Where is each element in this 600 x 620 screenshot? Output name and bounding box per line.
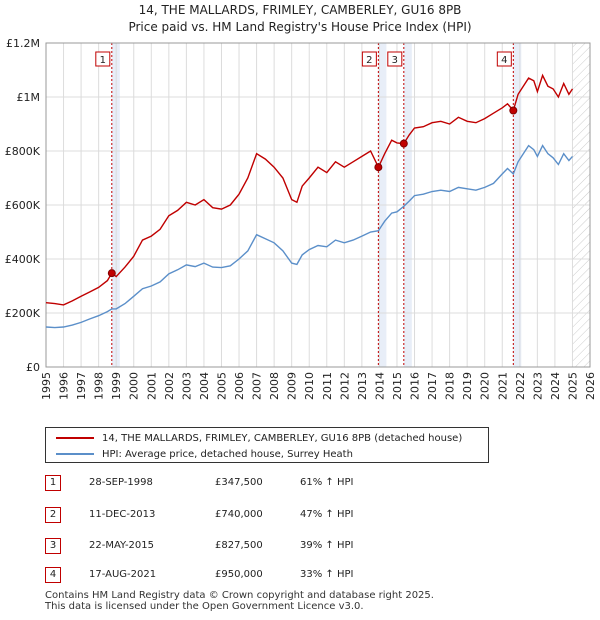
x-tick-label: 2001 <box>145 372 158 400</box>
x-tick-label: 2009 <box>286 372 299 400</box>
sale-label-box <box>387 51 403 67</box>
footer-attribution: Contains HM Land Registry data © Crown c… <box>45 590 434 612</box>
x-tick-label: 2008 <box>268 372 281 400</box>
sale-price: £950,000 <box>215 569 263 580</box>
sale-label-box <box>361 51 377 67</box>
y-tick-label: £800K <box>5 145 41 158</box>
sale-hpi-change: 47% ↑ HPI <box>300 509 354 520</box>
x-tick-label: 1998 <box>93 372 106 400</box>
sale-label-number: 4 <box>501 55 507 66</box>
x-tick-label: 2017 <box>426 372 439 400</box>
x-tick-label: 2013 <box>356 372 369 400</box>
footer-line-1: Contains HM Land Registry data © Crown c… <box>45 590 434 601</box>
x-tick-label: 2011 <box>321 372 334 400</box>
chart-legend: 14, THE MALLARDS, FRIMLEY, CAMBERLEY, GU… <box>45 427 489 463</box>
x-tick-label: 2003 <box>180 372 193 400</box>
sale-label-number: 3 <box>392 55 398 66</box>
sale-number-badge: 3 <box>45 538 61 554</box>
legend-item-price: 14, THE MALLARDS, FRIMLEY, CAMBERLEY, GU… <box>56 431 462 445</box>
price-paid-line <box>45 73 574 306</box>
sale-number-badge: 1 <box>45 475 61 491</box>
plot-frame <box>45 42 591 368</box>
sale-label-number: 2 <box>366 55 372 66</box>
x-tick-label: 2021 <box>496 372 509 400</box>
sale-price: £347,500 <box>215 477 263 488</box>
sale-row: 1 28-SEP-1998 £347,500 61% ↑ HPI <box>45 475 600 491</box>
sale-point <box>107 269 116 278</box>
sale-date: 28-SEP-1998 <box>89 477 153 488</box>
x-tick-label: 2007 <box>251 372 264 400</box>
x-tick-label: 2019 <box>461 372 474 400</box>
x-tick-label: 1997 <box>75 372 88 400</box>
legend-swatch-hpi <box>56 453 94 455</box>
sale-price: £740,000 <box>215 509 263 520</box>
x-tick-label: 2023 <box>531 372 544 400</box>
x-tick-label: 2006 <box>233 372 246 400</box>
hpi-line <box>45 144 574 329</box>
x-tick-label: 2012 <box>338 372 351 400</box>
sale-date: 11-DEC-2013 <box>89 509 156 520</box>
legend-item-hpi: HPI: Average price, detached house, Surr… <box>56 447 353 461</box>
sale-row: 2 11-DEC-2013 £740,000 47% ↑ HPI <box>45 507 600 523</box>
y-tick-label: £200K <box>5 307 41 320</box>
chart-title: 14, THE MALLARDS, FRIMLEY, CAMBERLEY, GU… <box>138 3 462 17</box>
y-tick-label: £1M <box>17 91 41 104</box>
legend-label-hpi: HPI: Average price, detached house, Surr… <box>102 448 353 460</box>
x-tick-label: 2015 <box>391 372 404 400</box>
sale-point <box>374 163 383 172</box>
x-tick-label: 2018 <box>444 372 457 400</box>
legend-swatch-price <box>56 437 94 439</box>
sale-date: 17-AUG-2021 <box>89 569 157 580</box>
sale-row: 3 22-MAY-2015 £827,500 39% ↑ HPI <box>45 538 600 554</box>
y-tick-label: £0 <box>26 361 40 374</box>
sale-price: £827,500 <box>215 540 263 551</box>
x-tick-label: 2026 <box>584 372 597 400</box>
x-tick-label: 2020 <box>479 372 492 400</box>
x-tick-label: 2024 <box>549 372 562 400</box>
sale-date: 22-MAY-2015 <box>89 540 155 551</box>
x-tick-label: 1995 <box>40 372 53 400</box>
y-tick-label: £400K <box>5 253 41 266</box>
x-tick-label: 2016 <box>409 372 422 400</box>
sale-label-box <box>496 51 512 67</box>
sale-label-number: 1 <box>100 55 106 66</box>
x-tick-label: 2004 <box>198 372 211 400</box>
x-tick-label: 2025 <box>566 372 579 400</box>
y-tick-label: £600K <box>5 199 41 212</box>
sale-hpi-change: 39% ↑ HPI <box>300 540 354 551</box>
sale-number-badge: 4 <box>45 567 61 583</box>
y-tick-label: £1.2M <box>6 37 40 50</box>
x-tick-label: 2005 <box>215 372 228 400</box>
x-tick-label: 2000 <box>128 372 141 400</box>
sale-point <box>399 139 408 148</box>
sale-hpi-change: 33% ↑ HPI <box>300 569 354 580</box>
legend-label-price: 14, THE MALLARDS, FRIMLEY, CAMBERLEY, GU… <box>102 432 463 444</box>
x-tick-label: 1999 <box>110 372 123 400</box>
sale-number-badge: 2 <box>45 507 61 523</box>
footer-line-2: This data is licensed under the Open Gov… <box>45 601 364 612</box>
x-tick-label: 2002 <box>163 372 176 400</box>
price-chart: £0 £200K £400K £600K £800K £1M £1.2M 1995 1996 19… <box>5 37 597 400</box>
x-tick-label: 2022 <box>514 372 527 400</box>
sale-point <box>509 106 518 115</box>
sale-row: 4 17-AUG-2021 £950,000 33% ↑ HPI <box>45 567 600 583</box>
sale-hpi-change: 61% ↑ HPI <box>300 477 354 488</box>
x-tick-label: 1996 <box>58 372 71 400</box>
x-tick-label: 2014 <box>373 372 386 400</box>
chart-subtitle: Price paid vs. HM Land Registry's House … <box>128 20 472 34</box>
x-tick-label: 2010 <box>303 372 316 400</box>
sale-label-box <box>95 51 111 67</box>
